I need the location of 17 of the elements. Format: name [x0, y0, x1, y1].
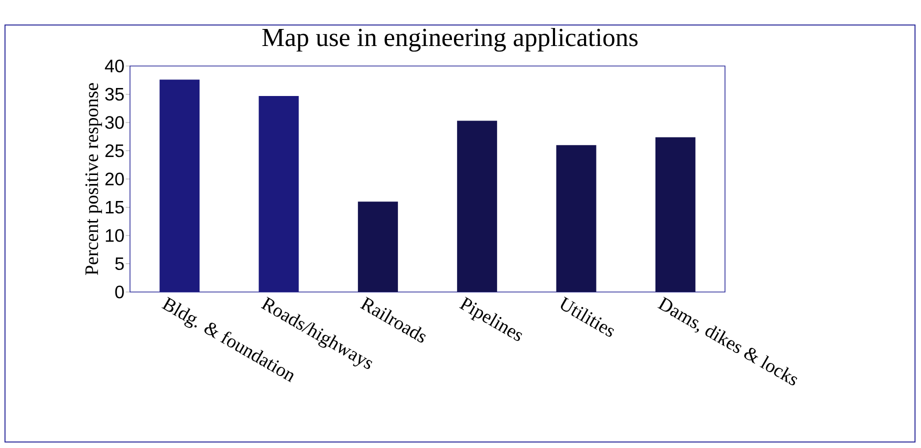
y-tick-label: 15	[106, 200, 124, 214]
y-tick-label: 20	[105, 172, 124, 186]
bar	[457, 120, 498, 292]
y-tick-label: 5	[115, 257, 124, 270]
y-tick-label: 30	[105, 116, 124, 129]
y-tick-label: 40	[104, 60, 124, 72]
bar	[655, 137, 696, 292]
bar	[556, 145, 596, 292]
bar	[358, 202, 398, 292]
y-tick-label: 10	[106, 229, 124, 242]
y-tick-label: 25	[105, 144, 124, 158]
y-tick-label: 0	[115, 286, 124, 298]
bar	[160, 80, 200, 292]
bar	[258, 96, 299, 292]
y-tick-label: 35	[105, 88, 124, 101]
y-axis-title: Percent positive response	[85, 83, 102, 276]
chart-title: Map use in engineering applications	[262, 28, 638, 52]
